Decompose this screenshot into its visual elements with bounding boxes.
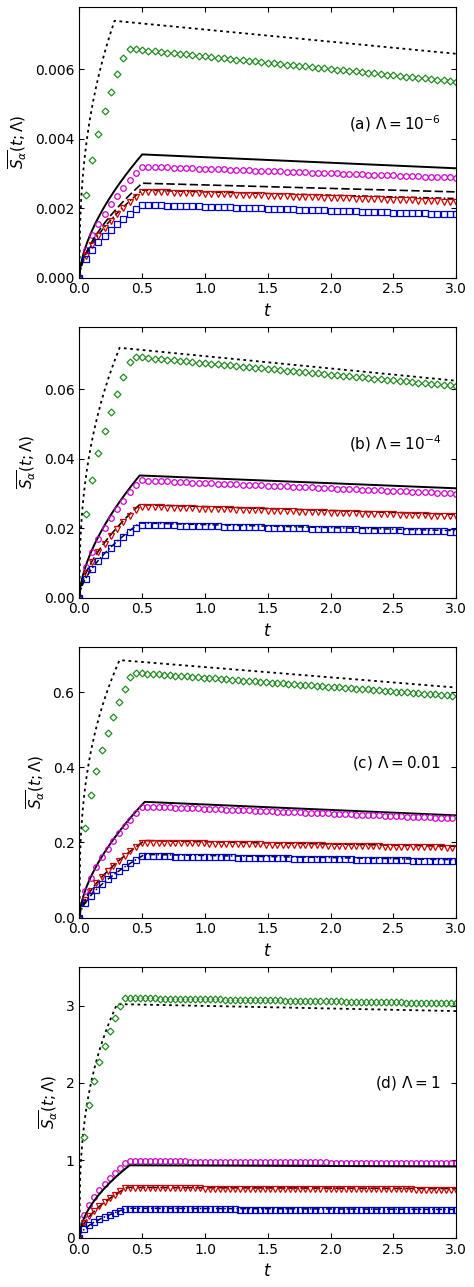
Y-axis label: $\overline{S_\alpha}(t;\Lambda)$: $\overline{S_\alpha}(t;\Lambda)$ [16,435,38,489]
Y-axis label: $\overline{S_\alpha}(t;\Lambda)$: $\overline{S_\alpha}(t;\Lambda)$ [7,115,29,170]
Text: (c) $\Lambda = 0.01$: (c) $\Lambda = 0.01$ [352,754,441,772]
Y-axis label: $\overline{S_\alpha}(t;\Lambda)$: $\overline{S_\alpha}(t;\Lambda)$ [25,755,47,810]
X-axis label: $t$: $t$ [263,1263,272,1281]
X-axis label: $t$: $t$ [263,302,272,320]
Y-axis label: $\overline{S_\alpha}(t;\Lambda)$: $\overline{S_\alpha}(t;\Lambda)$ [37,1075,60,1130]
Text: (a) $\Lambda = 10^{-6}$: (a) $\Lambda = 10^{-6}$ [349,113,441,134]
X-axis label: $t$: $t$ [263,622,272,640]
Text: (b) $\Lambda = 10^{-4}$: (b) $\Lambda = 10^{-4}$ [349,432,441,454]
X-axis label: $t$: $t$ [263,942,272,960]
Text: (d) $\Lambda = 1$: (d) $\Lambda = 1$ [375,1075,441,1093]
